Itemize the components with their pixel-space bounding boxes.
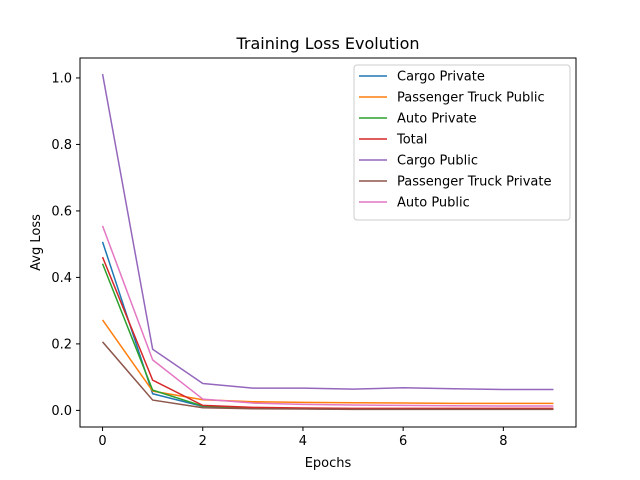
series-line-1 [101, 319, 554, 405]
x-tick-label: 2 [199, 434, 207, 449]
legend-label-2: Auto Private [397, 112, 477, 127]
y-tick-label: 0.0 [51, 404, 72, 419]
y-tick-label: 0.8 [51, 138, 72, 153]
legend-label-4: Cargo Public [397, 154, 478, 169]
legend-label-6: Auto Public [397, 196, 470, 211]
y-tick-label: 0.4 [51, 271, 72, 286]
x-axis-label: Epochs [305, 456, 352, 471]
y-tick-label: 1.0 [51, 71, 72, 86]
series-line-3 [101, 256, 554, 410]
legend: Cargo Private Passenger Truck Public Auto … [353, 64, 571, 221]
series-line-5 [101, 341, 554, 411]
y-tick-label: 0.2 [51, 337, 72, 352]
axes-frame [79, 57, 577, 428]
legend-label-3: Total [396, 133, 427, 148]
x-tick-label: 0 [98, 434, 106, 449]
legend-label-1: Passenger Truck Public [397, 91, 545, 106]
y-axis-label: Avg Loss [29, 214, 44, 271]
x-tick-label: 8 [499, 434, 507, 449]
legend-box [353, 64, 571, 221]
axes: 0 2 4 6 8 0.0 0.2 0.4 0.6 0.8 1.0 [51, 71, 507, 449]
series-line-4 [101, 73, 554, 391]
series-line-6 [101, 225, 554, 407]
legend-label-5: Passenger Truck Private [397, 175, 551, 190]
plot-area [101, 73, 554, 411]
x-tick-label: 6 [399, 434, 407, 449]
chart-title: Training Loss Evolution [236, 34, 420, 53]
legend-label-0: Cargo Private [397, 70, 485, 85]
y-tick-label: 0.6 [51, 204, 72, 219]
x-tick-label: 4 [299, 434, 307, 449]
